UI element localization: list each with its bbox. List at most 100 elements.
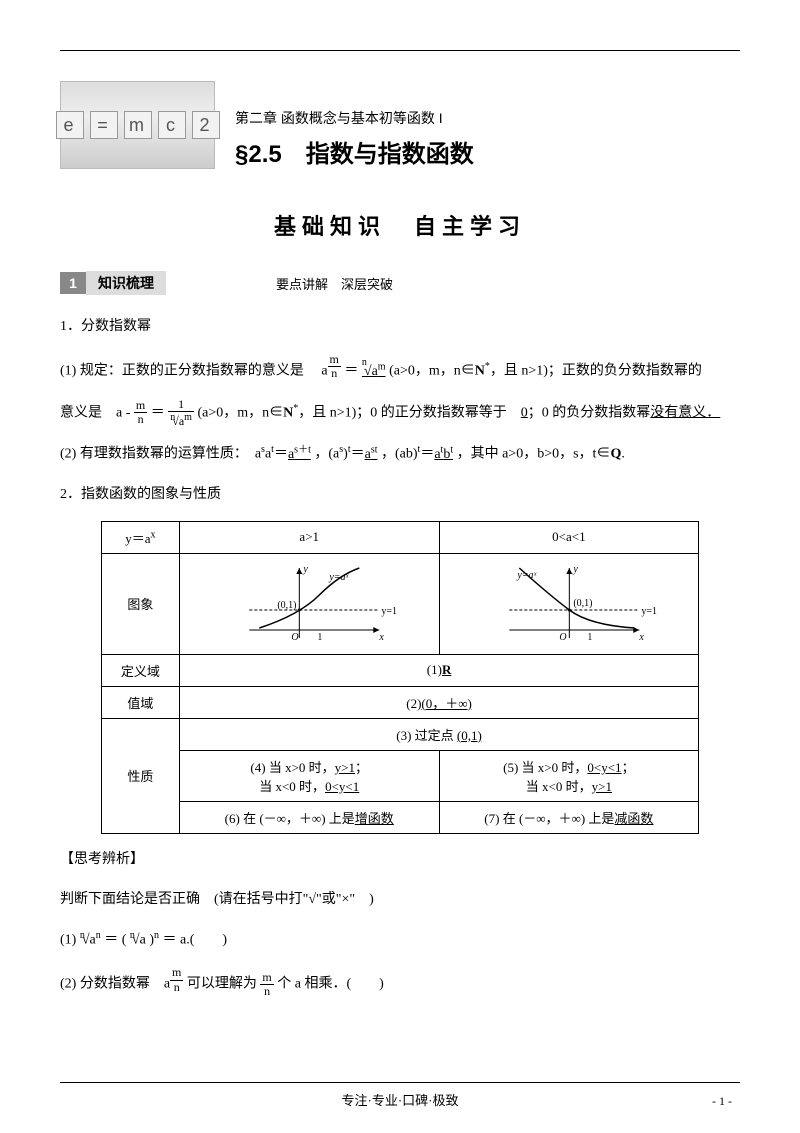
graph-decreasing: y=1 y=aˣ (0,1) O 1 x y — [439, 553, 699, 654]
p1-line1: (1) 规定：正数的正分数指数幂的意义是 amn ＝ n√am (a>0，m，n… — [60, 353, 740, 386]
sup-x: x — [151, 529, 156, 540]
think-title: 【思考辨析】 — [60, 846, 740, 874]
fixed-point-ans: (0,1) — [457, 728, 482, 743]
root-n: n — [170, 412, 175, 423]
kb-subtitle: 要点讲解 深层突破 — [276, 274, 393, 293]
q2: (2) 分数指数幂 amn 可以理解为 mn 个 a 相乘．( ) — [60, 966, 740, 999]
txt: (6) 在 (－∞，＋∞) 上是 — [225, 811, 355, 826]
txt: (4) 当 x>0 时， — [250, 760, 334, 775]
q1: (1) n√an ＝ ( n√a )n ＝ a.( ) — [60, 926, 740, 955]
svg-text:O: O — [559, 632, 566, 643]
point-1-title: 1．分数指数幂 — [60, 313, 740, 341]
p1-line2: 意义是 a - mn ＝ 1n√am (a>0，m，n∈N*，且 n>1)；0 … — [60, 398, 740, 428]
frac-d: n — [134, 413, 147, 426]
ans: 增函数 — [355, 811, 394, 826]
row-fixed-point: (3) 过定点 (0,1) — [179, 718, 698, 750]
sup-t: t — [441, 444, 444, 455]
ans: 0<y<1 — [325, 779, 359, 794]
svg-text:y=1: y=1 — [381, 606, 397, 617]
txt: 个 a 相乘．( ) — [277, 977, 384, 992]
formula-photo: e=mc2 — [60, 81, 215, 169]
txt: ；0 的负分数指数幂 — [528, 405, 651, 420]
th-alt1: 0<a<1 — [439, 521, 699, 553]
th-agt1: a>1 — [179, 521, 439, 553]
knowledge-bar: 1 知识梳理 要点讲解 深层突破 — [60, 271, 740, 295]
row-mono-dec: (5) 当 x>0 时，0<y<1； 当 x<0 时，y>1 — [439, 750, 699, 801]
root-n: n — [80, 930, 85, 941]
txt: y＝a — [125, 531, 150, 546]
ans: y>1 — [592, 779, 612, 794]
txt: (3) 过定点 — [396, 728, 453, 743]
row-props-label: 性质 — [101, 718, 179, 833]
txt: (2) 有理数指数幂的运算性质： a — [60, 447, 261, 462]
txt: ，且 n>1)；正数的负分数指数幂的 — [490, 364, 702, 379]
ans: 0<y<1 — [587, 760, 621, 775]
txt: ，且 n>1)；0 的正分数指数幂等于 — [298, 405, 521, 420]
point-2-title: 2．指数函数的图象与性质 — [60, 481, 740, 509]
frac-n: m — [260, 971, 273, 985]
txt: (a>0，m，n∈ — [389, 364, 475, 379]
ans: 减函数 — [614, 811, 653, 826]
txt: 意义是 a - — [60, 405, 130, 420]
graph-increasing: y=1 y=aˣ (0,1) O 1 x y — [179, 553, 439, 654]
chapter-line: 第二章 函数概念与基本初等函数 I — [235, 108, 474, 128]
sup-t: t — [450, 444, 453, 455]
frac-d: n — [170, 981, 183, 994]
frac-n: m — [134, 399, 147, 413]
svg-text:y: y — [302, 564, 308, 575]
row-dec-func: (7) 在 (－∞，＋∞) 上是减函数 — [439, 801, 699, 833]
txt: ； — [622, 760, 635, 775]
row-mono-inc: (4) 当 x>0 时，y>1； 当 x<0 时，0<y<1 — [179, 750, 439, 801]
frac-n: m — [170, 966, 183, 980]
txt: ，(a — [314, 447, 339, 462]
row-range-val: (2)(0，＋∞) — [179, 686, 698, 718]
txt: (2) 分数指数幂 a — [60, 977, 170, 992]
kb-label: 知识梳理 — [86, 271, 166, 295]
txt: (1) 规定：正数的正分数指数幂的意义是 — [60, 364, 318, 379]
header: e=mc2 第二章 函数概念与基本初等函数 I §2.5 指数与指数函数 — [60, 81, 740, 169]
svg-text:(0,1): (0,1) — [573, 598, 592, 609]
properties-table: y＝ax a>1 0<a<1 图象 y=1 y=aˣ (0,1) O 1 x y — [101, 521, 699, 834]
txt: 可以理解为 — [187, 977, 257, 992]
root-n: n — [362, 357, 367, 368]
svg-text:y=1: y=1 — [641, 606, 657, 617]
set-Q: Q — [610, 447, 621, 462]
txt: (a>0，m，n∈ — [197, 405, 283, 420]
set-R: R — [442, 662, 451, 677]
sup-s: s — [261, 444, 265, 455]
txt: ＝ a.( ) — [162, 932, 227, 947]
section-title: §2.5 指数与指数函数 — [235, 134, 474, 169]
sup-t: t — [271, 444, 274, 455]
txt: (1) — [427, 662, 442, 677]
root-m: m — [184, 412, 192, 423]
frac-d: n — [328, 367, 341, 380]
kb-number: 1 — [60, 272, 86, 294]
txt: ＝ ( — [104, 932, 126, 947]
ans: y>1 — [335, 760, 355, 775]
sup-t: t — [418, 444, 421, 455]
range-ans: (0，＋∞) — [421, 696, 471, 711]
svg-text:(0,1): (0,1) — [277, 600, 296, 611]
txt: 当 x<0 时， — [526, 779, 592, 794]
root-m: m — [378, 361, 386, 372]
txt: ； — [355, 760, 368, 775]
svg-text:1: 1 — [317, 632, 322, 643]
svg-text:O: O — [291, 632, 298, 643]
txt: ，其中 a>0，b>0，s，t∈ — [457, 447, 611, 462]
frac-d: n — [260, 985, 273, 998]
think-sub: 判断下面结论是否正确 (请在括号中打"√"或"×" ) — [60, 886, 740, 914]
row-range-label: 值域 — [101, 686, 179, 718]
footer-rule — [60, 1082, 740, 1083]
section-num: §2.5 — [235, 141, 282, 168]
ans-none: 没有意义． — [650, 405, 720, 420]
set-N: N — [475, 364, 485, 379]
txt: ，(ab) — [381, 447, 418, 462]
footer-text: 专注·专业·口碑·极致 — [0, 1090, 800, 1109]
svg-text:x: x — [638, 632, 644, 643]
txt: (2) — [406, 696, 421, 711]
txt: (1) — [60, 932, 80, 947]
svg-text:x: x — [378, 632, 384, 643]
set-N: N — [283, 405, 293, 420]
sup-s: s — [339, 444, 343, 455]
txt: (5) 当 x>0 时， — [503, 760, 587, 775]
